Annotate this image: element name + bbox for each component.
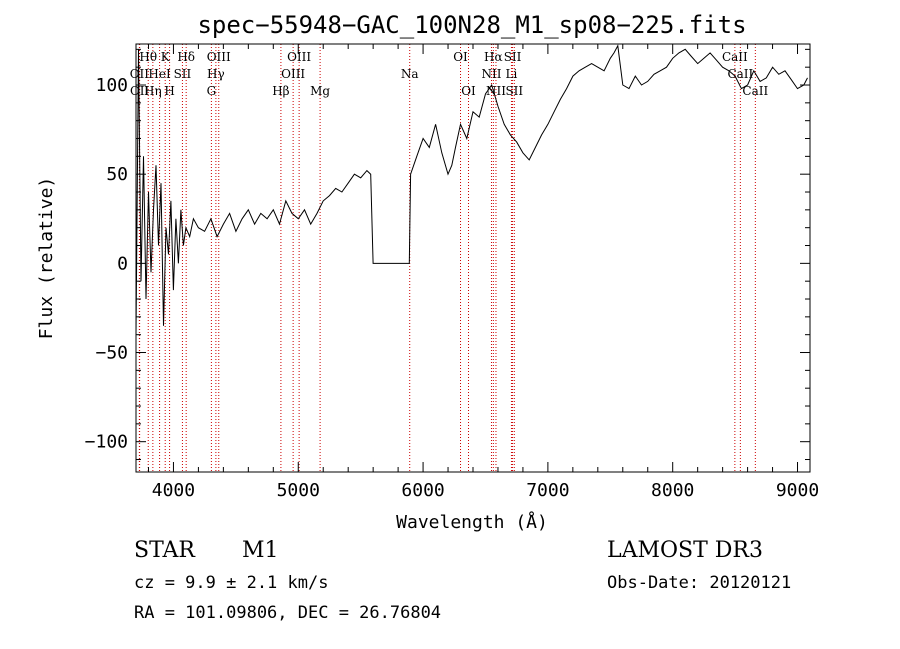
survey-name: LAMOST DR3 [607, 538, 763, 563]
x-axis: 4000 5000 6000 7000 8000 9000 [147, 44, 819, 501]
emission-line-label: H [164, 84, 174, 98]
x-tick-label: 4000 [152, 480, 195, 501]
y-tick-label: 50 [106, 164, 128, 185]
chart-title: spec−55948−GAC_100N28_M1_sp08−225.fits [197, 11, 746, 39]
emission-line-label: K [161, 50, 171, 64]
emission-line-label: Li [506, 67, 518, 81]
emission-line-label: CaII [727, 67, 753, 81]
emission-line-label: CaII [742, 84, 768, 98]
x-tick-label: 8000 [651, 480, 694, 501]
emission-line-label: Hθ [139, 50, 157, 64]
y-tick-label: −50 [95, 343, 128, 364]
emission-line-label: OI [453, 50, 468, 64]
y-axis-label: Flux (relative) [36, 177, 57, 340]
emission-line-label: Mg [310, 84, 330, 98]
emission-line-label: OIII [207, 50, 231, 64]
emission-line-label: CaII [722, 50, 748, 64]
redshift-cz: cz = 9.9 ± 2.1 km/s [134, 573, 329, 593]
emission-line-label: Hδ [177, 50, 195, 64]
x-tick-label: 9000 [776, 480, 819, 501]
x-axis-label: Wavelength (Å) [396, 511, 548, 533]
x-tick-label: 5000 [277, 480, 320, 501]
y-tick-label: 0 [117, 253, 128, 274]
x-tick-label: 6000 [401, 480, 444, 501]
coordinates: RA = 101.09806, DEC = 26.76804 [134, 603, 442, 623]
emission-line-label: Hη [144, 84, 162, 98]
plot-frame [135, 43, 811, 473]
x-tick-label: 7000 [526, 480, 569, 501]
emission-line-label: NII [481, 67, 501, 81]
emission-line-markers [138, 44, 756, 472]
emission-line-label: SII [505, 84, 523, 98]
emission-line-label: Hβ [272, 84, 289, 98]
spectrum-line [135, 44, 808, 335]
emission-line-label: Hα [484, 50, 503, 64]
emission-line-label: OII [130, 84, 150, 98]
emission-line-label: Hγ [207, 67, 225, 81]
emission-line-label: HeI [148, 67, 171, 81]
emission-line-label: OII [130, 67, 150, 81]
y-tick-label: 100 [95, 75, 128, 96]
observation-date: Obs-Date: 20120121 [607, 573, 792, 593]
emission-line-label: OIII [281, 67, 305, 81]
emission-line-label: OIII [287, 50, 311, 64]
emission-line-label: OI [461, 84, 476, 98]
emission-line-label: NII [486, 84, 506, 98]
object-subclass: M1 [242, 538, 279, 563]
emission-line-label: SII [174, 67, 192, 81]
emission-line-label: Na [401, 67, 419, 81]
emission-line-label: G [207, 84, 217, 98]
object-class: STAR [134, 538, 195, 563]
y-axis: −100 −50 0 50 100 [85, 48, 810, 461]
y-tick-label: −100 [85, 432, 128, 453]
emission-line-label: SII [504, 50, 522, 64]
